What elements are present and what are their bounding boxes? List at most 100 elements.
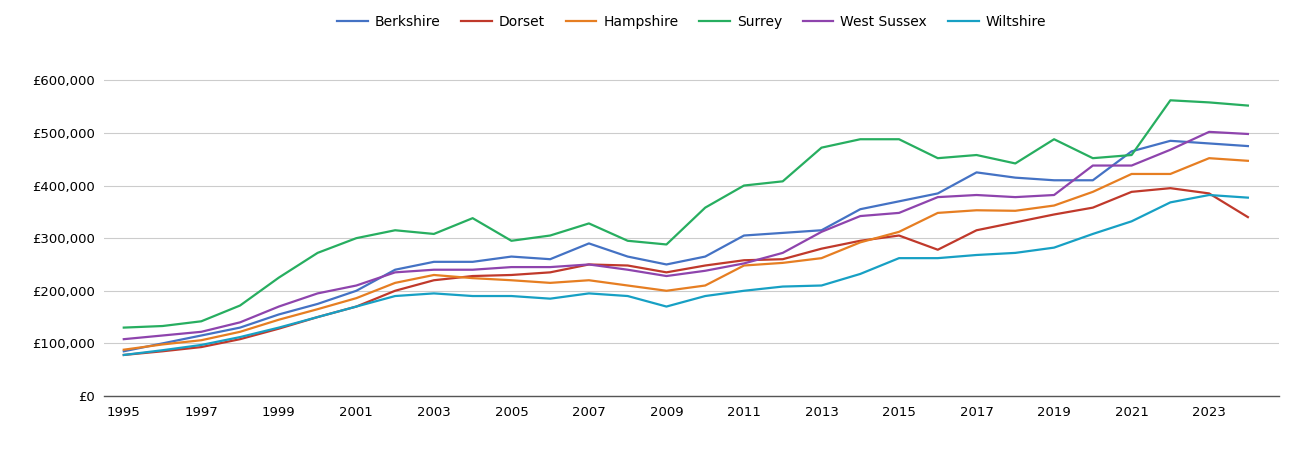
Surrey <box>968 152 984 158</box>
Wiltshire <box>1007 250 1023 256</box>
Wiltshire <box>697 293 713 299</box>
Surrey <box>1202 100 1218 105</box>
West Sussex <box>736 261 752 266</box>
Berkshire <box>891 198 907 204</box>
Wiltshire <box>1240 195 1255 200</box>
West Sussex <box>116 337 132 342</box>
Berkshire <box>543 256 559 262</box>
Hampshire <box>193 338 209 343</box>
Surrey <box>271 275 287 280</box>
Berkshire <box>116 349 132 354</box>
Berkshire <box>465 259 480 265</box>
Berkshire <box>659 262 675 267</box>
West Sussex <box>309 291 325 296</box>
West Sussex <box>659 273 675 279</box>
Line: Wiltshire: Wiltshire <box>124 195 1248 355</box>
Hampshire <box>1084 189 1100 194</box>
Dorset <box>425 278 441 283</box>
Dorset <box>1007 220 1023 225</box>
Surrey <box>543 233 559 238</box>
Wiltshire <box>659 304 675 309</box>
West Sussex <box>1163 147 1178 153</box>
Hampshire <box>659 288 675 293</box>
Surrey <box>930 156 946 161</box>
Surrey <box>620 238 636 243</box>
Dorset <box>891 233 907 238</box>
Berkshire <box>232 325 248 330</box>
Dorset <box>1163 185 1178 191</box>
Hampshire <box>620 283 636 288</box>
West Sussex <box>348 283 364 288</box>
Wiltshire <box>891 256 907 261</box>
Dorset <box>116 352 132 358</box>
Wiltshire <box>309 315 325 320</box>
West Sussex <box>620 267 636 272</box>
Berkshire <box>425 259 441 265</box>
Wiltshire <box>465 293 480 299</box>
Hampshire <box>116 347 132 352</box>
Wiltshire <box>581 291 596 296</box>
Berkshire <box>348 288 364 293</box>
Dorset <box>504 272 519 278</box>
Berkshire <box>697 254 713 259</box>
West Sussex <box>891 210 907 216</box>
Surrey <box>1124 152 1139 158</box>
Surrey <box>388 228 403 233</box>
Surrey <box>775 179 791 184</box>
Berkshire <box>1202 141 1218 146</box>
West Sussex <box>465 267 480 272</box>
Wiltshire <box>193 342 209 348</box>
Berkshire <box>1047 178 1062 183</box>
Wiltshire <box>1163 200 1178 205</box>
Hampshire <box>581 278 596 283</box>
Hampshire <box>155 342 171 347</box>
Berkshire <box>620 254 636 259</box>
West Sussex <box>852 213 868 219</box>
Surrey <box>1007 161 1023 166</box>
Surrey <box>309 250 325 256</box>
Hampshire <box>1007 208 1023 213</box>
West Sussex <box>930 194 946 200</box>
Hampshire <box>388 280 403 286</box>
Surrey <box>465 216 480 221</box>
Hampshire <box>543 280 559 286</box>
Hampshire <box>271 317 287 322</box>
Wiltshire <box>1084 231 1100 237</box>
West Sussex <box>388 270 403 275</box>
Hampshire <box>697 283 713 288</box>
West Sussex <box>1007 194 1023 200</box>
Hampshire <box>1202 156 1218 161</box>
Berkshire <box>271 312 287 317</box>
Line: Hampshire: Hampshire <box>124 158 1248 350</box>
West Sussex <box>425 267 441 272</box>
Hampshire <box>930 210 946 216</box>
West Sussex <box>1047 192 1062 198</box>
Dorset <box>309 315 325 320</box>
Dorset <box>697 263 713 268</box>
West Sussex <box>1084 163 1100 168</box>
Wiltshire <box>155 347 171 353</box>
Dorset <box>620 263 636 268</box>
Dorset <box>852 238 868 243</box>
Hampshire <box>1047 203 1062 208</box>
Hampshire <box>1240 158 1255 163</box>
Line: Surrey: Surrey <box>124 100 1248 328</box>
West Sussex <box>697 268 713 274</box>
Hampshire <box>465 275 480 281</box>
Dorset <box>155 349 171 354</box>
Berkshire <box>309 301 325 306</box>
Berkshire <box>968 170 984 175</box>
Surrey <box>504 238 519 243</box>
Surrey <box>232 303 248 308</box>
West Sussex <box>504 265 519 270</box>
Wiltshire <box>775 284 791 289</box>
Dorset <box>1047 212 1062 217</box>
Wiltshire <box>116 352 132 358</box>
Wiltshire <box>348 304 364 309</box>
West Sussex <box>1124 163 1139 168</box>
Berkshire <box>581 241 596 246</box>
West Sussex <box>193 329 209 334</box>
Line: Dorset: Dorset <box>124 188 1248 355</box>
Dorset <box>348 304 364 309</box>
Hampshire <box>736 263 752 268</box>
